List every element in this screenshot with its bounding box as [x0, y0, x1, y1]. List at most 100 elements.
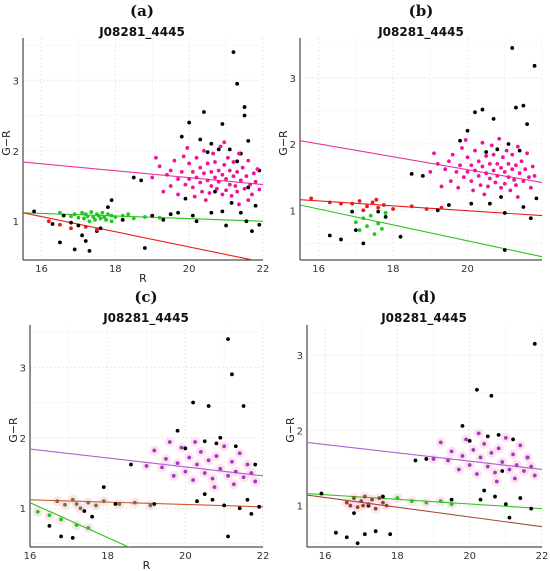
point-magenta	[168, 168, 173, 173]
point-magenta	[515, 144, 520, 149]
point-black	[209, 210, 214, 215]
point-purple	[493, 470, 497, 475]
point-red	[46, 219, 51, 224]
point-black	[480, 107, 485, 112]
point-purple	[494, 479, 499, 484]
panel-letter: (d)	[412, 288, 437, 306]
point-black	[195, 499, 199, 504]
point-black	[413, 458, 418, 463]
point-red	[350, 201, 355, 206]
point-black	[383, 215, 388, 219]
point-magenta	[240, 165, 245, 170]
point-black	[493, 494, 497, 499]
point-black	[109, 198, 114, 202]
point-magenta	[517, 171, 522, 176]
y-tick-label: 3	[290, 74, 296, 85]
point-black	[344, 535, 349, 540]
fit-line-line_green	[30, 502, 130, 547]
point-black	[319, 491, 324, 496]
point-olive	[70, 497, 75, 502]
point-black	[139, 178, 144, 183]
point-magenta	[194, 155, 199, 160]
point-magenta	[224, 188, 228, 193]
panel-letter: (a)	[130, 2, 154, 20]
point-magenta	[454, 169, 459, 174]
point-black	[465, 128, 470, 133]
point-black	[226, 534, 230, 539]
point-green	[365, 224, 369, 229]
point-purple	[511, 452, 515, 457]
point-olive	[74, 502, 79, 506]
fit-line-line_green	[300, 204, 542, 258]
point-purple	[241, 475, 246, 480]
point-purple	[496, 446, 501, 451]
point-magenta	[231, 174, 236, 179]
point-black	[514, 105, 518, 110]
x-tick-label: 20	[463, 551, 476, 562]
point-black	[469, 201, 474, 206]
point-purple	[431, 457, 436, 461]
point-purple	[237, 451, 242, 456]
point-magenta	[484, 171, 489, 176]
point-black	[152, 502, 157, 506]
point-black	[460, 423, 465, 428]
point-green	[59, 517, 63, 522]
point-magenta	[194, 175, 199, 180]
point-magenta	[469, 163, 474, 168]
point-magenta	[222, 162, 227, 167]
point-purple	[226, 473, 230, 478]
point-black	[120, 217, 125, 222]
point-magenta	[508, 188, 513, 193]
point-black	[525, 122, 530, 127]
x-tick-label: 20	[183, 264, 196, 275]
point-green	[106, 212, 110, 217]
point-black	[435, 208, 440, 213]
fit-line-line_purple	[30, 448, 263, 477]
point-green	[126, 212, 131, 217]
point-olive	[86, 500, 91, 505]
plot-area	[23, 50, 263, 260]
point-black	[339, 237, 343, 242]
point-green	[109, 219, 114, 224]
point-black	[198, 137, 203, 142]
point-magenta	[192, 194, 197, 199]
point-magenta	[220, 192, 225, 197]
point-green	[93, 217, 97, 222]
point-black	[205, 150, 210, 155]
point-magenta	[185, 146, 190, 150]
point-magenta	[491, 168, 496, 173]
point-green	[157, 215, 162, 220]
point-black	[361, 241, 366, 246]
point-red	[381, 203, 386, 207]
point-magenta	[187, 161, 192, 166]
point-green	[409, 499, 414, 503]
point-magenta	[499, 165, 503, 170]
point-magenta	[237, 151, 241, 156]
point-magenta	[476, 159, 481, 164]
point-black	[517, 148, 522, 153]
point-black	[220, 122, 225, 126]
point-magenta	[497, 136, 502, 141]
point-purple	[191, 478, 196, 482]
point-olive	[78, 506, 83, 511]
x-tick-label: 18	[101, 551, 114, 562]
point-black	[502, 211, 507, 215]
point-black	[183, 446, 188, 451]
point-black	[194, 219, 199, 224]
point-black	[161, 217, 166, 222]
point-black	[473, 110, 477, 115]
point-black	[230, 372, 234, 377]
point-olive	[117, 502, 122, 506]
point-green	[424, 500, 429, 505]
point-black	[226, 337, 230, 341]
x-tick-label: 20	[461, 264, 474, 275]
point-purple	[507, 467, 512, 472]
x-tick-label: 22	[257, 264, 270, 275]
point-black	[352, 511, 356, 516]
point-brown	[355, 505, 360, 510]
x-tick-label: 22	[536, 551, 549, 562]
point-magenta	[487, 162, 492, 166]
point-black	[334, 530, 338, 535]
panel-title: J08281_4445	[380, 311, 467, 326]
point-black	[90, 514, 95, 519]
